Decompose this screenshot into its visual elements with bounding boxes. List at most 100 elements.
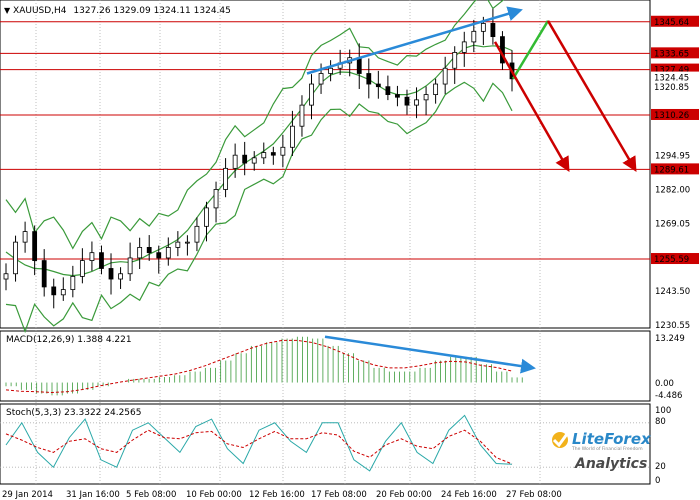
candle-body [108,268,114,280]
time-tick-label: 12 Feb 16:00 [249,490,305,500]
candle-body [423,94,429,101]
time-tick-label: 17 Feb 08:00 [311,490,367,500]
macd-axis-zero: 0.00 [655,379,674,389]
price-tick-label: 1282.00 [655,185,690,195]
price-tag-bg [651,47,699,59]
price-tag-bg [651,163,699,175]
chart-header: ▼ XAUUSD,H4 1327.26 1329.09 1324.11 1324… [4,6,231,16]
candle-body [366,73,372,85]
candle-body [395,94,400,98]
price-tag-label: 1255.59 [654,255,689,265]
time-tick-label: 24 Feb 16:00 [441,490,497,500]
time-tick-label: 27 Feb 08:00 [506,490,562,500]
candle-body [165,247,171,259]
candle-body [156,252,162,259]
stoch-panel-frame [0,403,651,485]
forecast-down-arrow-2 [493,41,570,172]
candle-body [433,83,439,95]
price-tag-bg [651,15,699,27]
price-tag-label: 1320.85 [654,83,689,93]
time-tick-label: 5 Feb 08:00 [126,490,176,500]
price-tag-label: 1327.49 [654,66,689,76]
candle-body [146,247,152,254]
candle-body [89,252,95,261]
candle-body [299,104,305,127]
time-tick-label: 10 Feb 00:00 [186,490,242,500]
candle-body [213,189,219,209]
candle-body [261,152,267,159]
price-tag-bg [651,253,699,265]
macd-label: MACD(12,26,9) 1.388 4.221 [6,335,132,345]
price-tag-label: 1310.26 [654,111,689,121]
price-tick-label: 1269.05 [655,220,690,230]
logo-brand: LiteForex [572,430,651,448]
candle-body [41,260,47,288]
candle-body [461,41,467,53]
macd-divergence-arrow [324,335,536,374]
candle-body [318,73,324,85]
price-tag-bg [651,108,699,120]
candle-body [290,125,295,148]
candle-body [251,157,257,164]
stoch-axis-20: 20 [655,462,666,472]
ohlc-values: 1327.26 1329.09 1324.11 1324.45 [73,6,231,16]
candle-body [118,273,123,280]
macd-axis-bottom: -4.486 [655,391,682,401]
candle-body [280,146,286,156]
candle-body [480,23,486,32]
stoch-label: Stoch(5,3,3) 23.3322 24.2565 [6,408,142,418]
price-tick-label: 1243.50 [655,287,690,297]
time-tick-label: 20 Feb 00:00 [376,490,432,500]
candle-body [3,273,9,280]
price-tag-label: 1324.45 [654,74,689,84]
support-resistance-lines [0,21,650,260]
candle-body [242,154,248,164]
logo-sub: Analytics [575,456,648,472]
lower-band [5,81,513,334]
upper-band [5,0,504,250]
candle-body [270,152,276,156]
time-tick-label: 31 Jan 16:00 [66,490,120,500]
candle-body [471,30,477,43]
analysis-arrows [306,6,637,172]
stoch-axis-0: 0 [655,476,660,486]
candle-body [22,231,28,243]
candle-body [204,207,209,227]
liteforex-logo-icon [552,432,569,448]
candle-body [404,96,410,106]
price-tag-bg [651,63,699,75]
candle-body [232,154,238,169]
stoch-axis-80: 80 [655,417,666,427]
logo-tagline: The World of Financial Freedom [572,447,643,452]
symbol-label: XAUUSD,H4 [13,6,67,16]
forecast-up-line [511,20,550,80]
candle-body [375,83,381,88]
stoch-axis-100: 100 [655,406,671,416]
candle-body [184,241,190,244]
candle-body [60,289,66,296]
price-tick-label: 1294.95 [655,151,690,161]
candlesticks [3,8,515,309]
stoch-signal-line [5,429,513,465]
time-axis: 29 Jan 2014 31 Jan 16:00 5 Feb 08:00 10 Feb… [2,490,562,500]
price-tag-bg [651,81,699,93]
macd-histogram [5,335,536,396]
candle-body [13,241,18,275]
candle-body [99,252,104,269]
candle-body [490,23,496,38]
candle-body [175,241,181,248]
candle-body [328,67,334,74]
price-panel-frame [0,0,651,329]
candle-body [137,247,143,259]
forecast-down-arrow-1 [546,20,637,172]
price-tag-label: 1333.65 [654,49,689,59]
macd-panel-frame [0,330,651,402]
candle-body [70,275,76,290]
candle-body [356,57,362,74]
candle-body [194,225,200,243]
candle-body [414,99,419,106]
dropdown-triangle-icon[interactable]: ▼ [4,6,11,15]
bollinger-bands [5,0,513,334]
